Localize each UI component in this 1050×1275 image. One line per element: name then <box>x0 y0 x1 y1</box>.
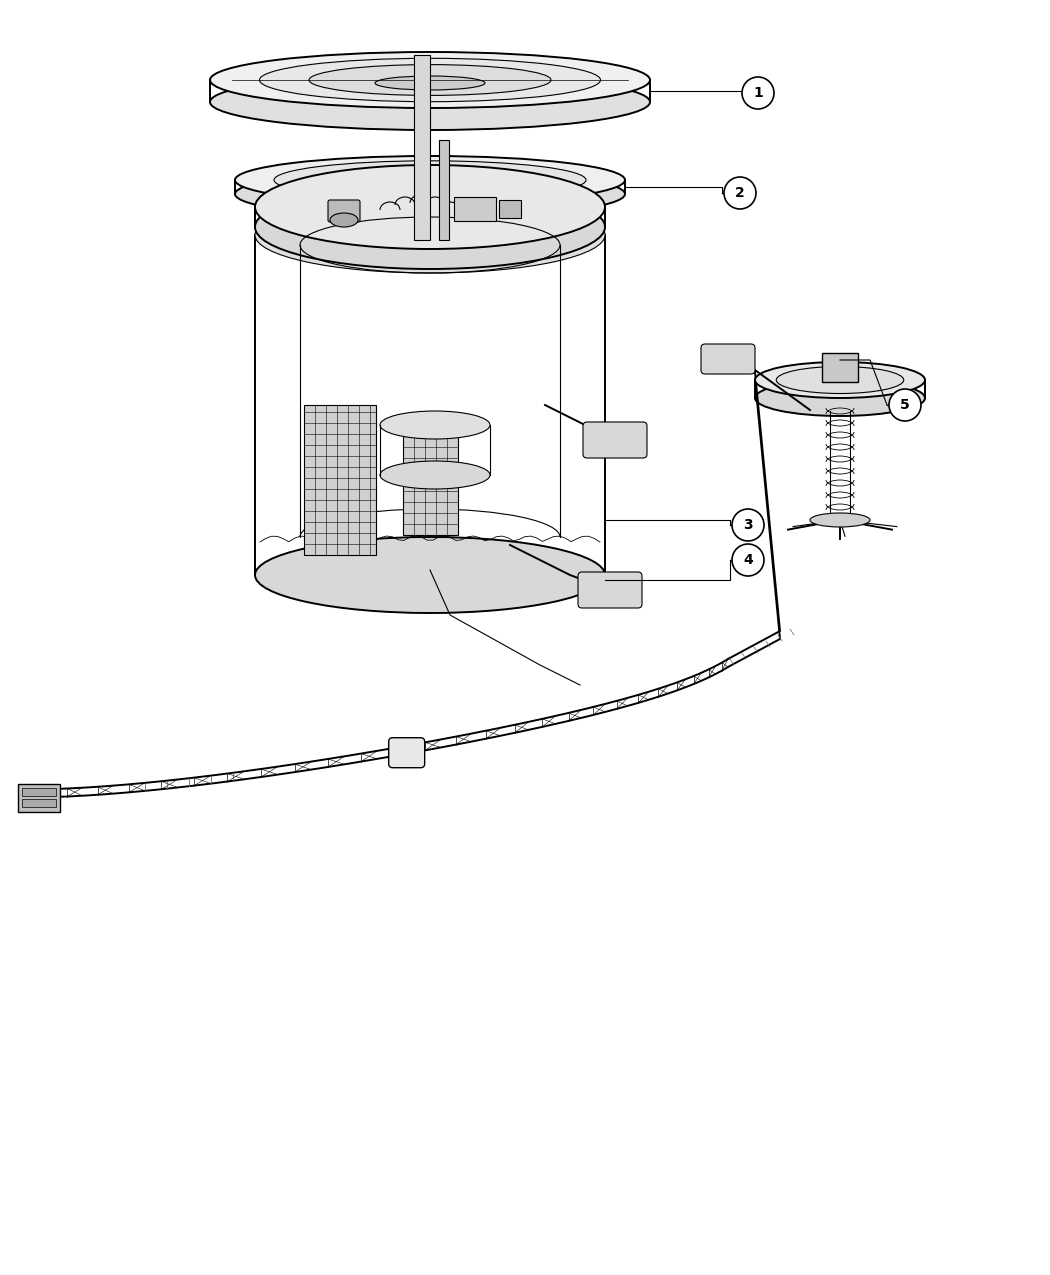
Text: 3: 3 <box>743 518 753 532</box>
Text: 4: 4 <box>743 553 753 567</box>
Ellipse shape <box>210 52 650 108</box>
Ellipse shape <box>210 74 650 130</box>
Ellipse shape <box>755 380 925 416</box>
Circle shape <box>732 544 764 576</box>
Ellipse shape <box>380 411 490 439</box>
Ellipse shape <box>810 513 870 527</box>
Text: 1: 1 <box>753 85 763 99</box>
FancyBboxPatch shape <box>701 344 755 374</box>
Ellipse shape <box>235 170 625 218</box>
Ellipse shape <box>235 156 625 204</box>
FancyBboxPatch shape <box>328 200 360 222</box>
Bar <box>22 799 56 807</box>
Text: 2: 2 <box>735 186 744 200</box>
FancyBboxPatch shape <box>18 784 60 812</box>
Circle shape <box>742 76 774 108</box>
Ellipse shape <box>309 65 551 96</box>
Bar <box>304 405 376 555</box>
FancyBboxPatch shape <box>578 572 642 608</box>
Bar <box>414 55 430 240</box>
Ellipse shape <box>255 164 605 249</box>
Bar <box>22 788 56 796</box>
Ellipse shape <box>255 198 605 273</box>
FancyBboxPatch shape <box>454 198 496 221</box>
Circle shape <box>732 509 764 541</box>
Bar <box>439 140 449 240</box>
Text: 5: 5 <box>900 398 910 412</box>
Ellipse shape <box>255 185 605 269</box>
Ellipse shape <box>380 462 490 490</box>
FancyBboxPatch shape <box>388 738 424 768</box>
FancyBboxPatch shape <box>499 200 521 218</box>
Circle shape <box>724 177 756 209</box>
Ellipse shape <box>259 59 601 102</box>
Ellipse shape <box>776 366 904 394</box>
FancyBboxPatch shape <box>822 353 858 382</box>
FancyBboxPatch shape <box>583 422 647 458</box>
Circle shape <box>889 389 921 421</box>
Ellipse shape <box>255 537 605 613</box>
Ellipse shape <box>274 161 586 199</box>
Ellipse shape <box>755 362 925 398</box>
Ellipse shape <box>330 213 358 227</box>
Ellipse shape <box>375 76 485 91</box>
Bar <box>403 435 458 536</box>
